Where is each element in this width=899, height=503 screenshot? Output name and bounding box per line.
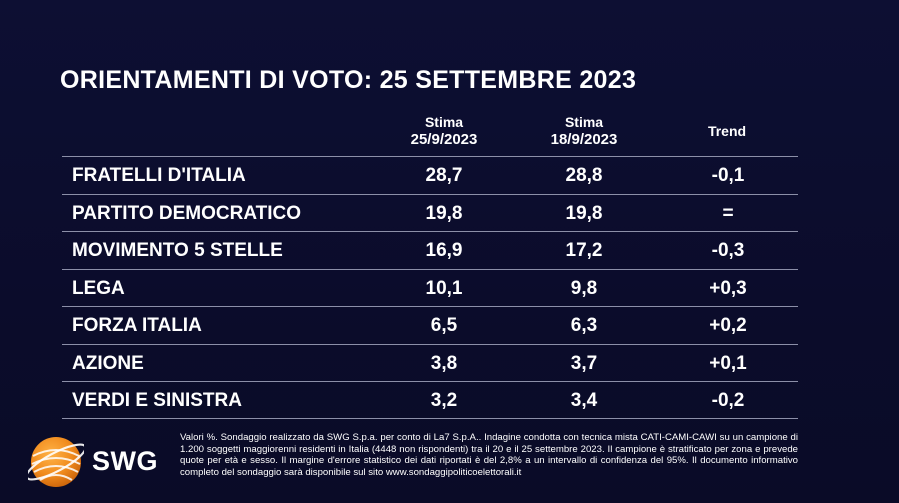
table-row: MOVIMENTO 5 STELLE 16,9 17,2 -0,3 bbox=[62, 231, 798, 269]
column-header-stima-18-9: Stima 18/9/2023 bbox=[514, 114, 654, 148]
logo-text: SWG bbox=[92, 446, 158, 476]
column-header-date: 18/9/2023 bbox=[550, 131, 618, 148]
trend-value: -0,3 bbox=[711, 240, 745, 261]
stima-18-9-value: 3,4 bbox=[570, 390, 598, 411]
stima-18-9-value: 9,8 bbox=[570, 277, 598, 299]
stima-25-9-value: 3,8 bbox=[430, 352, 458, 374]
methodology-note: Valori %. Sondaggio realizzato da SWG S.… bbox=[180, 432, 798, 478]
stima-18-9-value: 6,3 bbox=[570, 315, 598, 336]
stima-25-9-value: 6,5 bbox=[430, 315, 458, 336]
stima-18-9-value: 28,8 bbox=[565, 165, 603, 186]
stima-18-9-value: 17,2 bbox=[565, 240, 603, 261]
party-name: LEGA bbox=[72, 277, 125, 299]
table-row: VERDI E SINISTRA 3,2 3,4 -0,2 bbox=[62, 381, 798, 419]
column-header-label: Stima bbox=[564, 114, 604, 130]
page-title: ORIENTAMENTI DI VOTO: 25 SETTEMBRE 2023 bbox=[60, 66, 637, 94]
stima-25-9-value: 10,1 bbox=[425, 277, 463, 299]
stima-18-9-value: 19,8 bbox=[565, 202, 603, 224]
stima-25-9-value: 3,2 bbox=[430, 390, 458, 411]
table-row: FORZA ITALIA 6,5 6,3 +0,2 bbox=[62, 306, 798, 344]
party-name: AZIONE bbox=[72, 352, 144, 374]
trend-value: +0,2 bbox=[709, 315, 747, 336]
table-row: FRATELLI D'ITALIA 28,7 28,8 -0,1 bbox=[62, 156, 798, 194]
party-name: PARTITO DEMOCRATICO bbox=[72, 202, 302, 224]
stima-25-9-value: 16,9 bbox=[425, 240, 463, 261]
stima-25-9-value: 19,8 bbox=[425, 202, 463, 224]
party-name: FRATELLI D'ITALIA bbox=[72, 165, 246, 186]
swg-logo: SWG bbox=[24, 432, 174, 492]
poll-table: FRATELLI D'ITALIA 28,7 28,8 -0,1 PARTITO… bbox=[62, 156, 798, 419]
trend-value: -0,1 bbox=[711, 165, 745, 186]
party-name: MOVIMENTO 5 STELLE bbox=[72, 240, 283, 261]
column-header-trend: Trend bbox=[707, 123, 747, 139]
trend-value: +0,3 bbox=[709, 277, 747, 299]
stima-25-9-value: 28,7 bbox=[425, 165, 463, 186]
trend-value: = bbox=[722, 202, 734, 224]
column-header-date: 25/9/2023 bbox=[410, 131, 478, 148]
table-row: LEGA 10,1 9,8 +0,3 bbox=[62, 268, 798, 307]
stima-18-9-value: 3,7 bbox=[570, 352, 598, 374]
table-row: PARTITO DEMOCRATICO 19,8 19,8 = bbox=[62, 193, 798, 232]
table-row: AZIONE 3,8 3,7 +0,1 bbox=[62, 343, 798, 382]
column-header-stima-25-9: Stima 25/9/2023 bbox=[374, 114, 514, 148]
column-header-label: Stima bbox=[424, 114, 464, 130]
trend-value: +0,1 bbox=[709, 352, 747, 374]
swg-globe-icon bbox=[28, 437, 84, 487]
trend-value: -0,2 bbox=[711, 390, 745, 411]
party-name: FORZA ITALIA bbox=[72, 315, 202, 336]
party-name: VERDI E SINISTRA bbox=[72, 390, 242, 411]
